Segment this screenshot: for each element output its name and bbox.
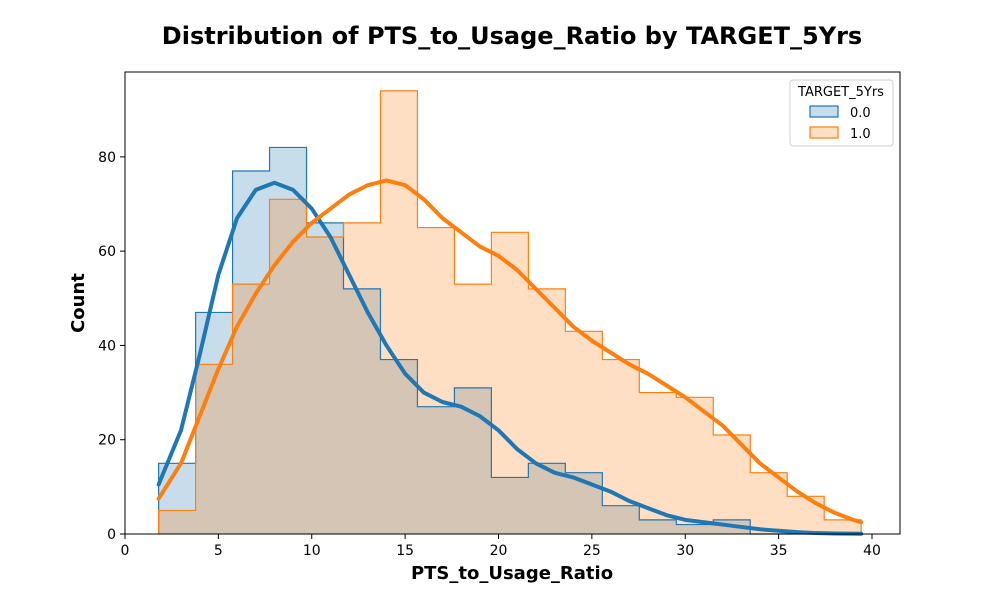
legend-frame	[789, 79, 894, 147]
kde-line-series-1	[156, 178, 864, 525]
y-tick-label: 20	[98, 433, 116, 449]
x-axis-label: PTS_to_Usage_Ratio	[411, 563, 613, 584]
x-tick-label: 10	[303, 543, 321, 559]
x-tick-label: 30	[676, 543, 694, 559]
x-tick-label: 5	[214, 543, 223, 559]
x-tick-label: 40	[863, 543, 881, 559]
legend-label-0: 0.0	[850, 106, 871, 121]
y-axis: 0 20 40 60 80	[98, 150, 125, 543]
plot-area	[156, 90, 864, 536]
y-tick-label: 80	[98, 150, 116, 166]
x-tick-label: 15	[396, 543, 414, 559]
legend-label-1: 1.0	[850, 127, 871, 142]
x-tick-label: 20	[490, 543, 508, 559]
x-axis: 0 5 10 15 20 25 30 35 40	[121, 534, 881, 559]
y-tick-label: 0	[107, 527, 116, 543]
legend-swatch-0	[809, 105, 839, 118]
x-tick-label: 0	[121, 543, 130, 559]
y-tick-label: 60	[98, 244, 116, 260]
x-tick-label: 25	[583, 543, 601, 559]
legend-title: TARGET_5Yrs	[797, 85, 884, 100]
x-tick-label: 35	[770, 543, 788, 559]
y-tick-label: 40	[98, 338, 116, 354]
legend-swatch-1	[809, 126, 839, 139]
chart-title: Distribution of PTS_to_Usage_Ratio by TA…	[162, 22, 862, 50]
legend: TARGET_5Yrs 0.0 1.0	[789, 79, 894, 147]
kde-line-series-0	[156, 180, 864, 536]
hist-fill-series-1	[158, 90, 862, 535]
plot-frame	[124, 71, 901, 535]
y-axis-label: Count	[68, 273, 89, 333]
